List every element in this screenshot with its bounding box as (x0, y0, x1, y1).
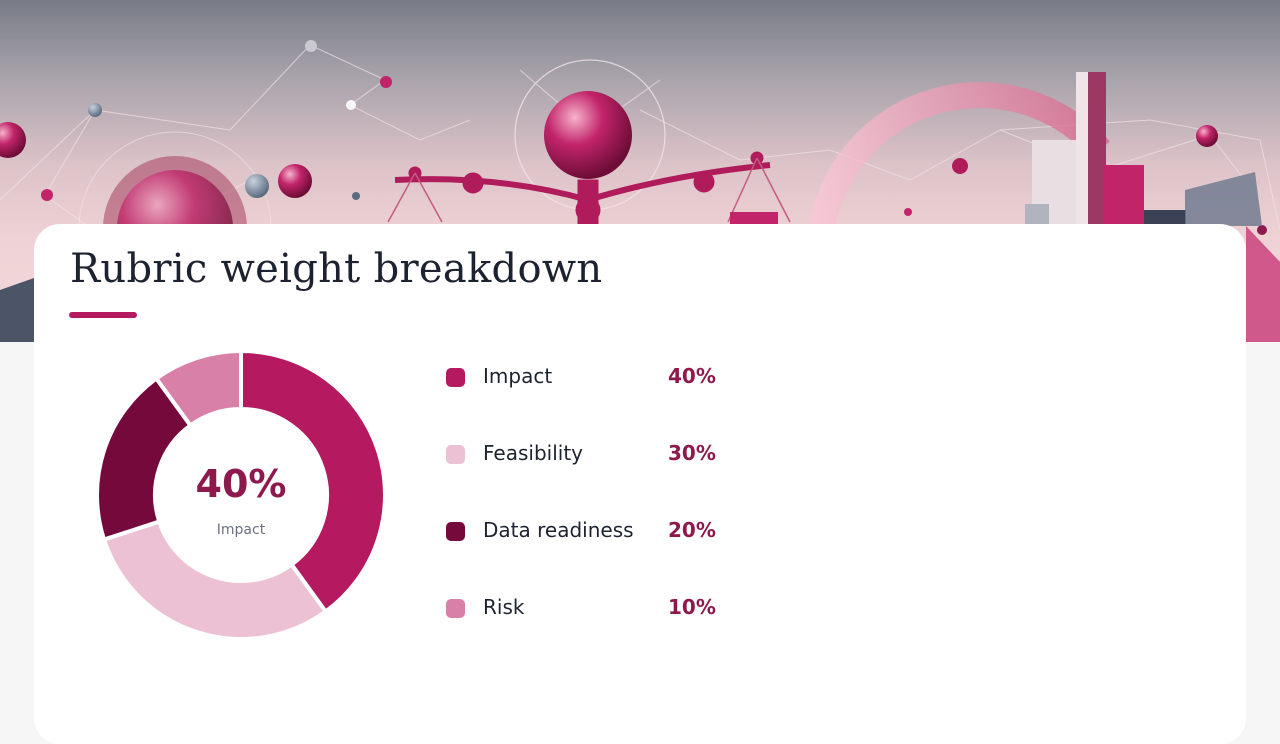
donut-slice-feasibility (102, 519, 328, 641)
donut-slice-risk (154, 350, 243, 428)
legend-value: 20% (668, 518, 716, 542)
slide-title: Rubric weight breakdown (70, 246, 603, 292)
legend-value: 10% (668, 595, 716, 619)
legend-item-impact: Impact 40% (446, 358, 766, 398)
title-underline (69, 312, 137, 318)
legend-swatch (446, 599, 465, 618)
legend-swatch (446, 445, 465, 464)
legend-label: Data readiness (483, 518, 634, 542)
legend-label: Impact (483, 364, 553, 388)
legend-value: 30% (668, 441, 716, 465)
donut-slice-impact (239, 350, 387, 614)
content-card: Rubric weight breakdown 40% Impact Impac… (34, 224, 1246, 744)
donut-center-value: 40% (195, 462, 287, 506)
donut-center-label: Impact (216, 522, 266, 538)
legend-item-risk: Risk 10% (446, 589, 766, 629)
legend-value: 40% (668, 364, 716, 388)
legend-item-feasibility: Feasibility 30% (446, 435, 766, 475)
legend-label: Feasibility (483, 441, 583, 465)
donut-chart: 40% Impact (96, 350, 396, 650)
legend-label: Risk (483, 595, 525, 619)
donut-svg (96, 350, 387, 641)
legend-swatch (446, 522, 465, 541)
donut-slice-data-readiness (96, 376, 193, 542)
legend-item-data-readiness: Data readiness 20% (446, 512, 766, 552)
legend-swatch (446, 368, 465, 387)
